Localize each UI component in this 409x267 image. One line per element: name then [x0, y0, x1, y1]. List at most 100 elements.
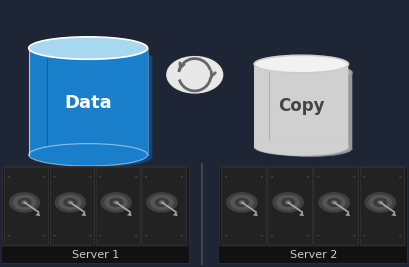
Circle shape [145, 235, 147, 236]
Circle shape [53, 176, 56, 178]
Text: Server 2: Server 2 [289, 250, 336, 260]
Circle shape [89, 235, 91, 236]
Circle shape [166, 57, 222, 93]
FancyBboxPatch shape [4, 167, 49, 245]
Circle shape [89, 176, 91, 178]
Circle shape [260, 176, 263, 178]
Circle shape [104, 195, 128, 210]
Circle shape [224, 176, 227, 178]
Circle shape [13, 195, 36, 210]
Circle shape [7, 176, 10, 178]
Circle shape [135, 176, 137, 178]
Circle shape [58, 195, 82, 210]
Circle shape [224, 235, 227, 236]
Circle shape [150, 195, 173, 210]
Polygon shape [252, 212, 257, 216]
Polygon shape [298, 212, 303, 216]
Polygon shape [390, 212, 395, 216]
Circle shape [316, 235, 319, 236]
Circle shape [316, 176, 319, 178]
FancyBboxPatch shape [360, 167, 404, 245]
Circle shape [43, 235, 45, 236]
FancyBboxPatch shape [219, 247, 406, 263]
Circle shape [330, 200, 337, 205]
Circle shape [238, 200, 245, 205]
Polygon shape [254, 64, 348, 147]
Circle shape [398, 235, 401, 236]
Ellipse shape [268, 141, 351, 156]
Ellipse shape [254, 55, 348, 73]
Text: Copy: Copy [277, 97, 324, 115]
Circle shape [364, 192, 395, 213]
Circle shape [372, 198, 387, 207]
Circle shape [43, 176, 45, 178]
Circle shape [155, 198, 169, 207]
Circle shape [109, 198, 123, 207]
Polygon shape [29, 48, 147, 155]
FancyBboxPatch shape [142, 167, 186, 245]
FancyBboxPatch shape [2, 166, 188, 263]
Circle shape [229, 195, 253, 210]
Circle shape [225, 192, 257, 213]
Circle shape [276, 195, 299, 210]
Circle shape [352, 176, 355, 178]
Circle shape [234, 198, 248, 207]
Circle shape [54, 192, 86, 213]
Text: Server 1: Server 1 [72, 250, 119, 260]
Ellipse shape [268, 65, 351, 80]
Polygon shape [47, 59, 152, 157]
Circle shape [67, 200, 73, 205]
FancyBboxPatch shape [221, 167, 266, 245]
Polygon shape [81, 212, 86, 216]
Circle shape [7, 235, 10, 236]
FancyBboxPatch shape [313, 167, 357, 245]
Circle shape [352, 235, 355, 236]
Polygon shape [268, 73, 351, 149]
Circle shape [63, 198, 77, 207]
FancyBboxPatch shape [219, 166, 406, 263]
Circle shape [100, 192, 132, 213]
Circle shape [368, 195, 391, 210]
Circle shape [280, 198, 294, 207]
Ellipse shape [254, 138, 348, 156]
Circle shape [99, 235, 101, 236]
Circle shape [158, 200, 165, 205]
FancyBboxPatch shape [50, 167, 94, 245]
Polygon shape [35, 212, 40, 216]
Circle shape [21, 200, 27, 205]
Circle shape [306, 235, 309, 236]
FancyBboxPatch shape [267, 167, 312, 245]
Circle shape [362, 176, 365, 178]
Circle shape [9, 192, 40, 213]
Circle shape [398, 176, 401, 178]
Circle shape [317, 192, 349, 213]
Circle shape [180, 235, 183, 236]
Ellipse shape [47, 147, 152, 167]
Circle shape [135, 235, 137, 236]
Text: Data: Data [64, 93, 112, 112]
Circle shape [376, 200, 382, 205]
Circle shape [99, 176, 101, 178]
Ellipse shape [47, 49, 152, 69]
Circle shape [17, 198, 31, 207]
Polygon shape [172, 212, 177, 216]
Circle shape [260, 235, 263, 236]
Circle shape [180, 176, 183, 178]
Circle shape [53, 235, 56, 236]
FancyBboxPatch shape [2, 247, 188, 263]
Circle shape [145, 176, 147, 178]
Polygon shape [344, 212, 349, 216]
Circle shape [146, 192, 177, 213]
Circle shape [113, 200, 119, 205]
Circle shape [270, 176, 273, 178]
FancyBboxPatch shape [96, 167, 140, 245]
Ellipse shape [29, 144, 147, 166]
Circle shape [321, 195, 345, 210]
Circle shape [272, 192, 303, 213]
Circle shape [362, 235, 365, 236]
Polygon shape [127, 212, 132, 216]
Circle shape [270, 235, 273, 236]
Ellipse shape [29, 37, 147, 59]
Circle shape [306, 176, 309, 178]
Circle shape [284, 200, 290, 205]
